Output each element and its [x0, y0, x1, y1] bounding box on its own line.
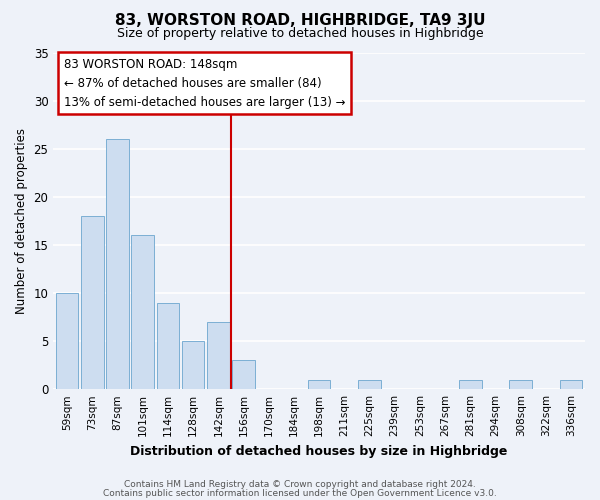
Bar [56, 293, 79, 389]
Bar [560, 380, 583, 389]
Bar [232, 360, 255, 389]
Text: Contains public sector information licensed under the Open Government Licence v3: Contains public sector information licen… [103, 489, 497, 498]
Bar [81, 216, 104, 389]
Text: 83 WORSTON ROAD: 148sqm
← 87% of detached houses are smaller (84)
13% of semi-de: 83 WORSTON ROAD: 148sqm ← 87% of detache… [64, 58, 346, 108]
Y-axis label: Number of detached properties: Number of detached properties [15, 128, 28, 314]
Bar [459, 380, 482, 389]
Bar [509, 380, 532, 389]
Bar [308, 380, 331, 389]
Bar [358, 380, 381, 389]
Bar [182, 341, 205, 389]
Bar [131, 236, 154, 389]
Text: Contains HM Land Registry data © Crown copyright and database right 2024.: Contains HM Land Registry data © Crown c… [124, 480, 476, 489]
Bar [106, 139, 129, 389]
Text: 83, WORSTON ROAD, HIGHBRIDGE, TA9 3JU: 83, WORSTON ROAD, HIGHBRIDGE, TA9 3JU [115, 12, 485, 28]
X-axis label: Distribution of detached houses by size in Highbridge: Distribution of detached houses by size … [130, 444, 508, 458]
Text: Size of property relative to detached houses in Highbridge: Size of property relative to detached ho… [116, 28, 484, 40]
Bar [157, 302, 179, 389]
Bar [207, 322, 230, 389]
